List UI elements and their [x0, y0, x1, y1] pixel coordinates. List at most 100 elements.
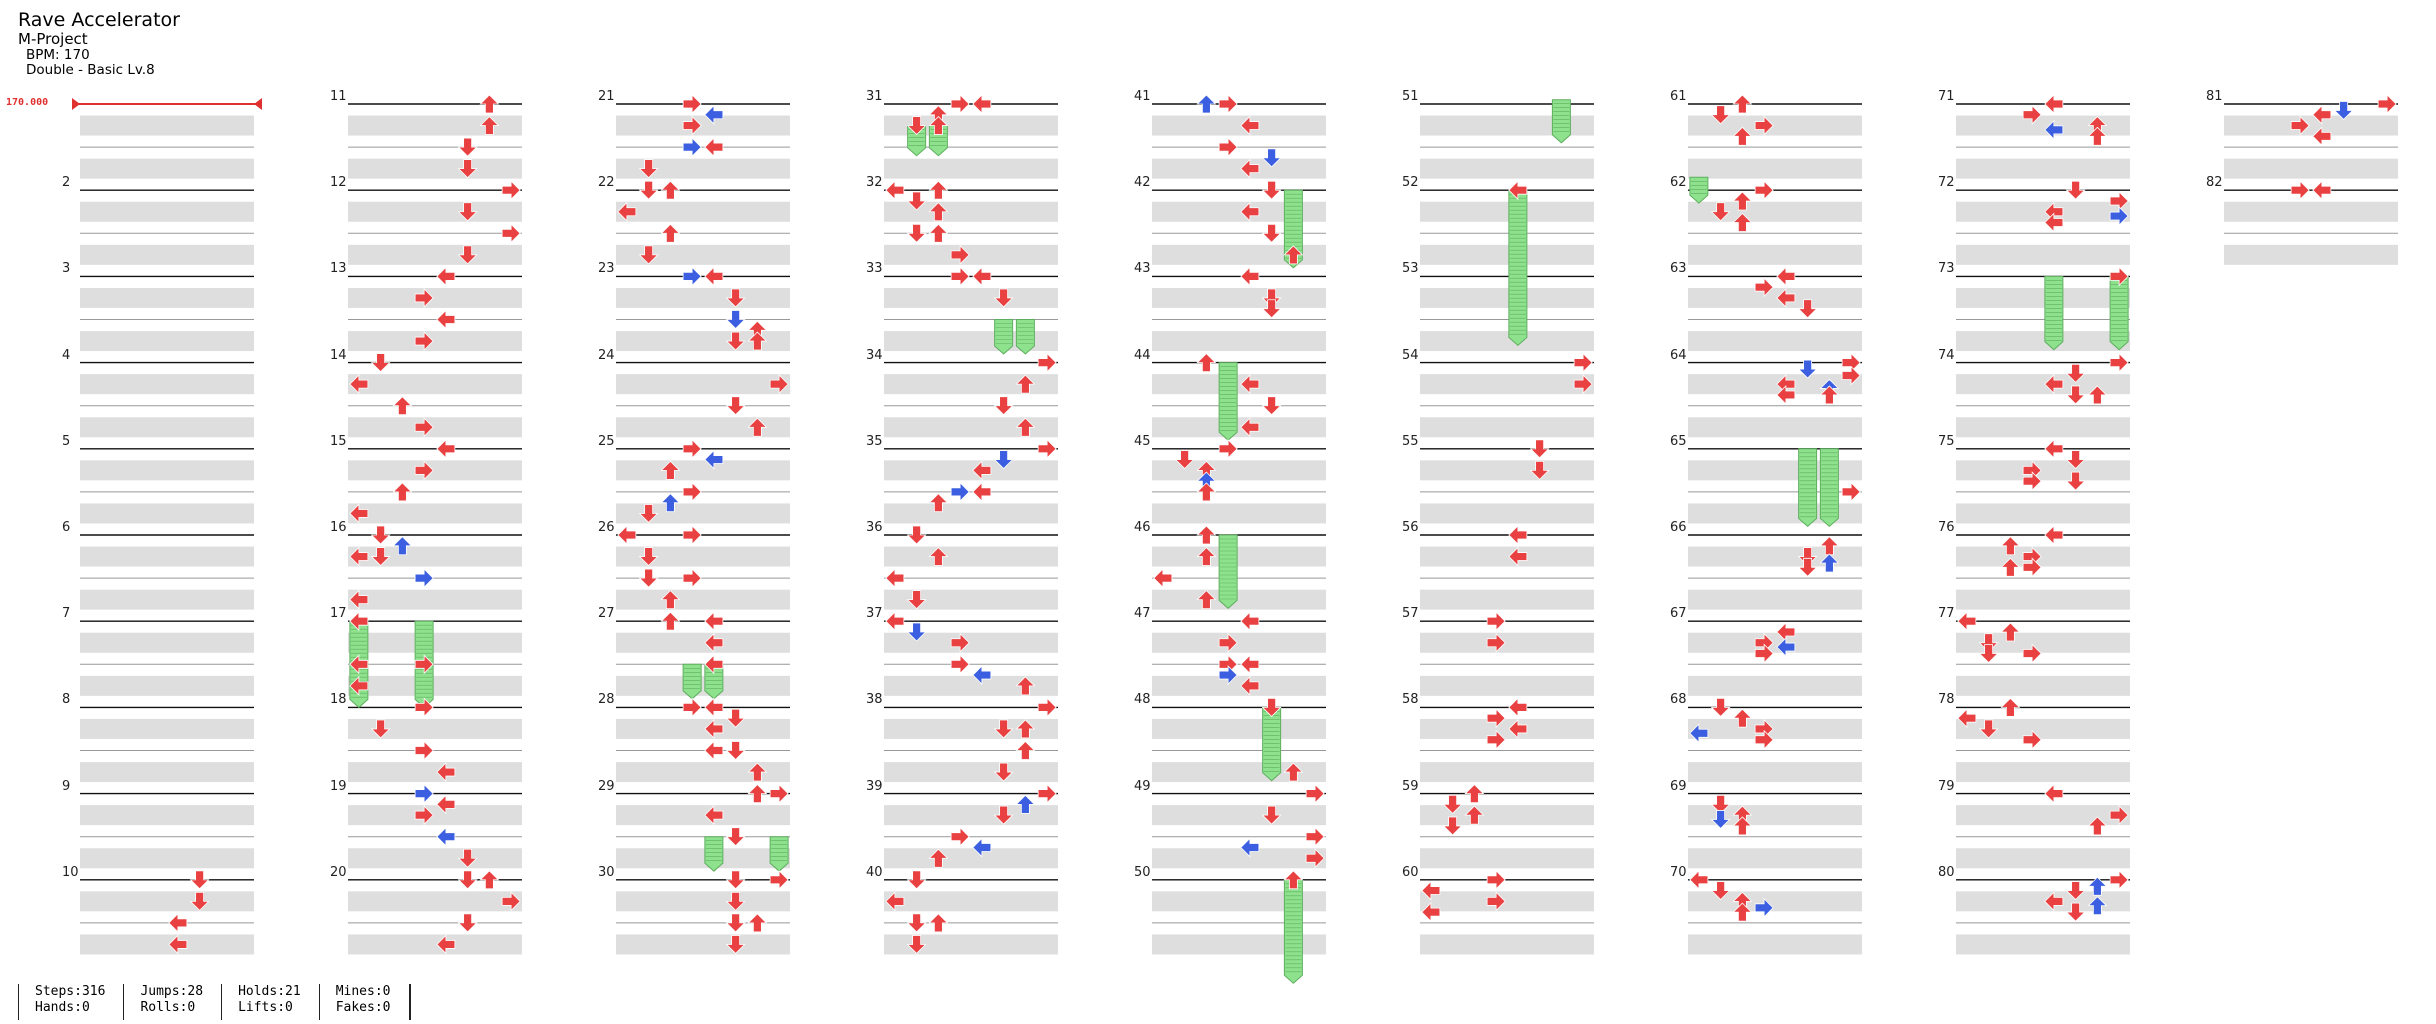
- measure-label-27: 27: [598, 606, 615, 622]
- arrow-up-icon: [747, 762, 768, 782]
- hold-note: [1689, 176, 1709, 204]
- measure-label-51: 51: [1402, 89, 1419, 104]
- measure-label-72: 72: [1938, 175, 1955, 191]
- arrow-up-icon: [1196, 525, 1217, 545]
- arrow-up-icon: [660, 590, 681, 610]
- arrow-right-icon: [501, 891, 521, 912]
- arrow-down-icon: [2065, 180, 2086, 200]
- measure-grid-15: [348, 448, 522, 524]
- measure-grid-42: [1152, 189, 1326, 265]
- arrow-down-icon: [725, 288, 746, 308]
- measure-grid-8: [80, 706, 254, 783]
- arrow-down-icon: [457, 245, 478, 265]
- arrow-up-icon: [1196, 546, 1217, 566]
- arrow-right-icon: [1486, 869, 1506, 890]
- arrow-up-icon: [928, 546, 949, 566]
- arrow-down-icon: [993, 288, 1014, 308]
- measure-label-69: 69: [1670, 778, 1687, 794]
- arrow-down-icon: [2065, 385, 2086, 405]
- arrow-left-icon: [1240, 266, 1260, 287]
- arrow-down-icon: [370, 525, 391, 545]
- measure-label-26: 26: [598, 520, 615, 535]
- arrow-down-icon: [906, 622, 927, 642]
- arrow-down-icon: [638, 568, 659, 588]
- measure-label-29: 29: [598, 778, 615, 794]
- arrow-up-icon: [660, 611, 681, 631]
- measure-label-66: 66: [1670, 520, 1687, 535]
- arrow-down-icon: [725, 891, 746, 911]
- arrow-right-icon: [682, 697, 702, 718]
- measure-grid-37: [884, 620, 1058, 696]
- arrow-down-icon: [993, 396, 1014, 416]
- measure-label-22: 22: [598, 175, 615, 191]
- arrow-up-icon: [747, 913, 768, 933]
- measure-label-62: 62: [1670, 175, 1687, 191]
- arrow-down-icon: [1797, 299, 1818, 319]
- measure-grid-30: [616, 879, 790, 955]
- arrow-right-icon: [2022, 104, 2042, 125]
- measure-label-21: 21: [598, 89, 615, 104]
- arrow-up-icon: [747, 417, 768, 437]
- arrow-up-icon: [1283, 245, 1304, 265]
- arrow-right-icon: [1754, 729, 1774, 750]
- arrow-right-icon: [414, 568, 434, 589]
- measure-label-18: 18: [330, 692, 347, 708]
- measure-label-64: 64: [1670, 347, 1687, 363]
- bpm-text: BPM: 170: [26, 47, 90, 64]
- arrow-down-icon: [370, 719, 391, 739]
- measure-grid-39: [884, 792, 1058, 869]
- measure-label-78: 78: [1938, 692, 1955, 708]
- arrow-down-icon: [2065, 902, 2086, 922]
- arrow-left-icon: [2044, 374, 2064, 395]
- arrow-down-icon: [993, 762, 1014, 782]
- measure-grid-70: [1688, 879, 1862, 955]
- measure-grid-21: [616, 103, 790, 179]
- arrow-up-icon: [1283, 762, 1304, 782]
- arrow-down-icon: [993, 719, 1014, 739]
- measure-grid-72: [1956, 189, 2130, 265]
- arrow-down-icon: [725, 310, 746, 330]
- stat-jumps-rolls: Jumps:28 Rolls:0: [123, 984, 221, 1020]
- measure-grid-71: [1956, 103, 2130, 179]
- hold-note: [704, 663, 724, 700]
- arrow-left-icon: [1508, 525, 1528, 545]
- arrow-up-icon: [2000, 557, 2021, 577]
- measure-label-4: 4: [62, 347, 71, 363]
- measure-label-53: 53: [1402, 261, 1419, 277]
- measure-grid-79: [1956, 792, 2130, 869]
- arrow-left-icon: [704, 611, 724, 632]
- hold-note: [928, 125, 948, 157]
- measure-grid-48: [1152, 706, 1326, 783]
- measure-grid-9: [80, 792, 254, 869]
- arrow-left-icon: [2044, 119, 2064, 140]
- arrow-left-icon: [617, 525, 637, 545]
- measure-grid-75: [1956, 448, 2130, 524]
- arrow-right-icon: [950, 481, 970, 502]
- arrow-down-icon: [457, 870, 478, 890]
- arrow-down-icon: [906, 590, 927, 610]
- measure-grid-57: [1420, 620, 1594, 696]
- arrow-left-icon: [349, 503, 369, 524]
- arrow-right-icon: [2022, 471, 2042, 492]
- arrow-up-icon: [1283, 870, 1304, 890]
- measure-label-34: 34: [866, 347, 883, 363]
- arrow-right-icon: [2109, 266, 2129, 287]
- arrow-up-icon: [660, 493, 681, 513]
- measure-label-80: 80: [1938, 864, 1955, 880]
- arrow-left-icon: [1508, 546, 1528, 567]
- arrow-up-icon: [392, 482, 413, 502]
- measure-label-79: 79: [1938, 778, 1955, 794]
- arrow-down-icon: [725, 870, 746, 890]
- arrow-up-icon: [2087, 126, 2108, 146]
- measure-grid-34: [884, 361, 1058, 438]
- arrow-up-icon: [928, 115, 949, 135]
- arrow-up-icon: [1015, 719, 1036, 739]
- arrow-left-icon: [1153, 568, 1173, 589]
- arrow-up-icon: [928, 202, 949, 222]
- arrow-right-icon: [682, 438, 702, 459]
- arrow-left-icon: [972, 665, 992, 686]
- arrow-down-icon: [1710, 202, 1731, 222]
- arrow-down-icon: [2065, 471, 2086, 491]
- measure-label-30: 30: [598, 864, 615, 880]
